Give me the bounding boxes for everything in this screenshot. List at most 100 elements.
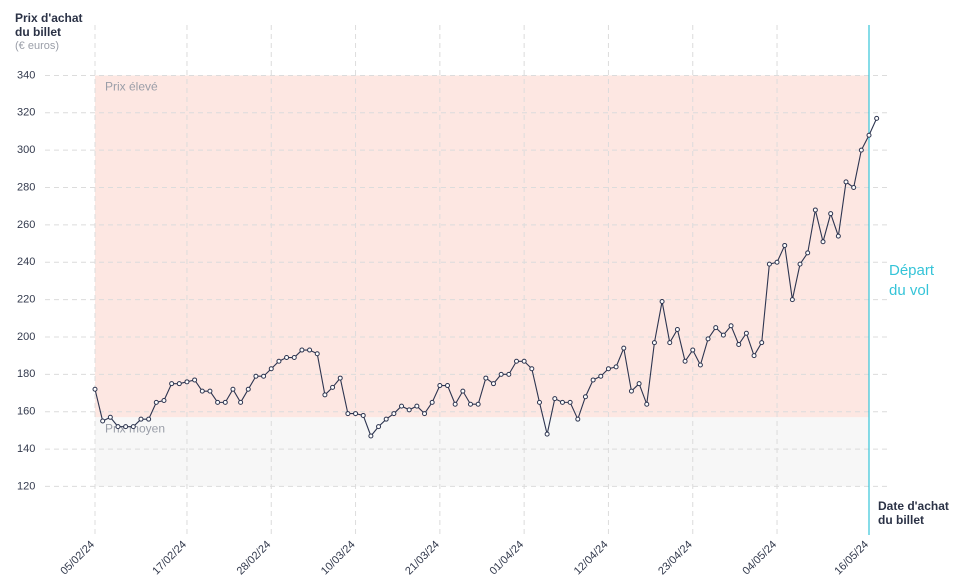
price-point [360,412,366,418]
price-point [460,388,466,394]
x-tick-label: 10/03/24 [319,539,358,578]
price-point [536,399,542,405]
price-point [866,132,872,138]
x-tick-label: 17/02/24 [150,539,189,578]
price-point [782,242,788,248]
price-point [176,381,182,387]
price-point [284,355,290,361]
price-point [345,411,351,417]
price-point [598,373,604,379]
y-tick-label: 120 [17,480,35,492]
price-point [169,381,175,387]
x-tick-label: 21/03/24 [403,539,442,578]
price-point [828,211,834,217]
price-point [299,347,305,353]
price-point [253,373,259,379]
price-point [307,347,313,353]
price-point [261,373,267,379]
price-point [736,341,742,347]
price-point [820,239,826,245]
y-tick-label: 260 [17,219,35,231]
departure-label: Départ du vol [889,262,935,299]
price-point [238,399,244,405]
price-point [835,233,841,239]
price-point [123,424,129,430]
x-tick-label: 04/05/24 [740,539,779,578]
x-tick-label: 12/04/24 [572,539,611,578]
y-tick-label: 220 [17,294,35,306]
price-point [858,147,864,153]
price-point [199,388,205,394]
price-point [613,364,619,370]
price-point [559,399,565,405]
price-point [874,115,880,121]
x-tick-label: 01/04/24 [488,539,527,578]
price-point [314,351,320,357]
price-point [368,433,374,439]
y-tick-label: 300 [17,144,35,156]
price-point [153,399,159,405]
price-point [759,340,765,346]
price-point [422,411,428,417]
price-point [774,259,780,265]
y-tick-label: 280 [17,181,35,193]
price-point [705,336,711,342]
price-point [667,340,673,346]
price-point [766,261,772,267]
price-point [621,345,627,351]
price-point [130,424,136,430]
band-label: Prix élevé [105,79,158,93]
price-point [636,381,642,387]
y-unit: (€ euros) [15,40,60,52]
y-title: Prix d'achat du billet [15,11,83,39]
price-point [222,399,228,405]
price-point [353,411,359,417]
price-point [628,388,634,394]
price-point [743,330,749,336]
x-tick-label: 16/05/24 [832,539,871,578]
price-point [659,298,665,304]
price-point [100,418,106,424]
price-point [805,250,811,256]
y-tick-label: 180 [17,368,35,380]
y-tick-label: 240 [17,256,35,268]
price-point [445,383,451,389]
price-point [590,377,596,383]
price-point [146,416,152,422]
price-point [575,416,581,422]
price-point [161,397,167,403]
band [95,417,869,487]
price-point [115,424,121,430]
price-point [376,424,382,430]
price-point [797,261,803,267]
price-point [506,371,512,377]
price-point [207,388,213,394]
price-point [215,399,221,405]
price-point [414,403,420,409]
price-point [651,340,657,346]
price-point [245,386,251,392]
price-point [498,371,504,377]
price-point [276,358,282,364]
price-point [567,399,573,405]
price-point [92,386,98,392]
price-point [107,414,113,420]
price-point [751,353,757,359]
price-point [337,375,343,381]
price-point [843,179,849,185]
y-tick-label: 140 [17,443,35,455]
price-point [383,416,389,422]
price-point [429,399,435,405]
y-tick-label: 320 [17,107,35,119]
price-point [644,401,650,407]
price-point [697,362,703,368]
price-point [490,381,496,387]
price-point [391,411,397,417]
price-point [789,297,795,303]
price-point [582,394,588,400]
price-point [330,384,336,390]
price-point [513,358,519,364]
price-point [406,407,412,413]
